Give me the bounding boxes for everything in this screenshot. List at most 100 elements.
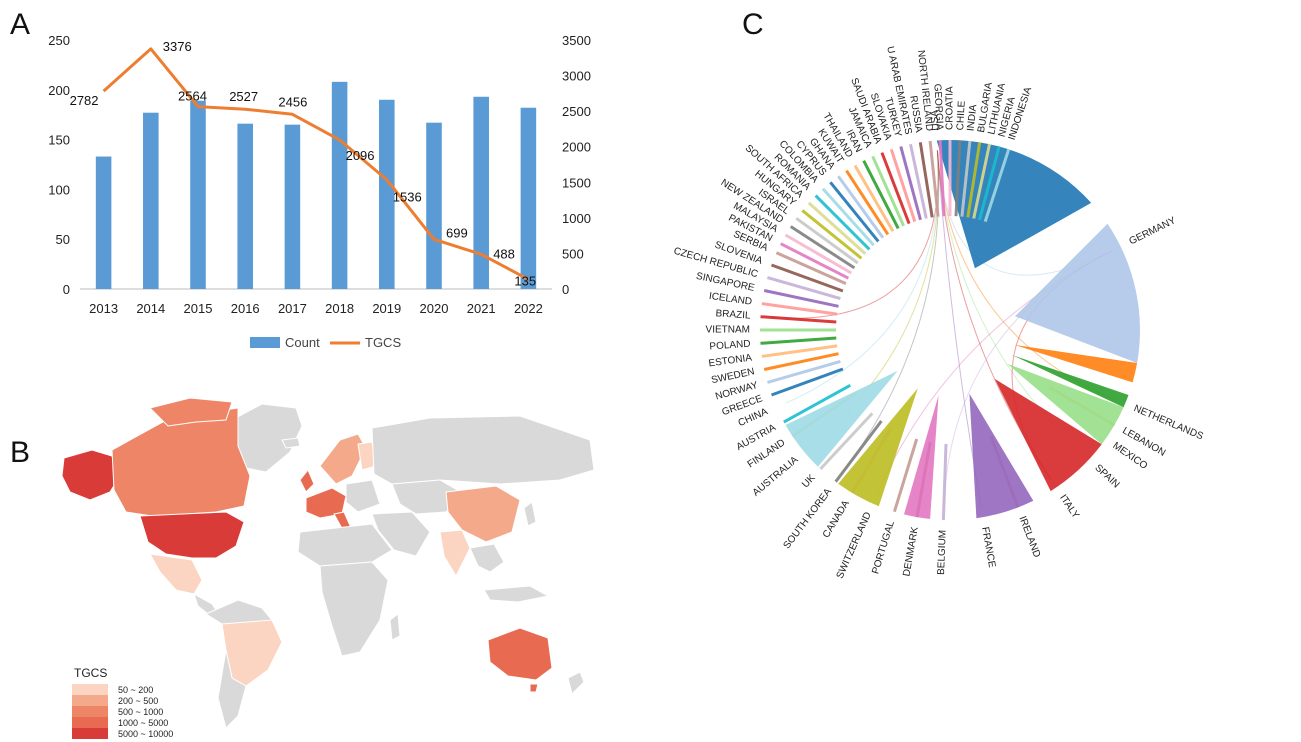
map-legend-title: TGCS bbox=[74, 666, 107, 680]
y-left-tick-label: 50 bbox=[56, 232, 70, 247]
chord-sector bbox=[763, 289, 839, 308]
chord-sector bbox=[784, 233, 853, 275]
country-africa-south bbox=[319, 561, 389, 657]
map-legend-swatch bbox=[72, 695, 108, 706]
y-left-tick-label: 150 bbox=[48, 133, 70, 148]
data-label: 488 bbox=[493, 246, 515, 261]
chord-sector bbox=[954, 140, 962, 217]
chord-diagram: USAGERMANYNETHERLANDSLEBANONMEXICOSPAINI… bbox=[672, 45, 1205, 580]
chord-link bbox=[770, 150, 939, 319]
chord-sector bbox=[795, 217, 859, 265]
data-label: 1536 bbox=[393, 190, 422, 205]
x-tick-label: 2013 bbox=[89, 301, 118, 316]
y-right-tick-label: 0 bbox=[562, 282, 569, 297]
bar bbox=[379, 99, 395, 289]
x-tick-label: 2022 bbox=[514, 301, 543, 316]
chord-sector bbox=[978, 146, 1001, 221]
chord-sector bbox=[761, 302, 838, 316]
data-label: 699 bbox=[446, 225, 468, 240]
chord-sector bbox=[1011, 354, 1129, 408]
bar bbox=[143, 112, 159, 289]
y-right-tick-label: 2000 bbox=[562, 140, 591, 155]
tgcs-line bbox=[102, 47, 530, 281]
x-tick-label: 2015 bbox=[184, 301, 213, 316]
chord-sector bbox=[761, 344, 838, 358]
map-legend-label: 200 ~ 500 bbox=[118, 696, 158, 706]
chord-sector bbox=[904, 395, 939, 519]
country-label: GERMANY bbox=[1127, 215, 1178, 247]
country-tasmania bbox=[529, 683, 539, 693]
chord-sector bbox=[899, 146, 922, 221]
country-label: INDIA bbox=[966, 104, 980, 132]
x-tick-label: 2014 bbox=[136, 301, 165, 316]
chord-sector bbox=[837, 175, 885, 239]
bar bbox=[331, 81, 348, 289]
y-left-tick-label: 200 bbox=[48, 83, 70, 98]
y-left-tick-label: 250 bbox=[48, 33, 70, 48]
data-label: 2527 bbox=[229, 89, 258, 104]
chord-sector bbox=[1014, 345, 1138, 383]
country-label: UK bbox=[800, 472, 818, 490]
data-label: 2456 bbox=[278, 94, 307, 109]
chord-sector bbox=[789, 225, 856, 270]
data-label: 135 bbox=[514, 273, 536, 288]
country-madagascar bbox=[389, 613, 401, 641]
x-tick-label: 2018 bbox=[325, 301, 354, 316]
legend-label-count: Count bbox=[285, 335, 320, 350]
chord-sector bbox=[829, 181, 880, 243]
chord-sector bbox=[766, 276, 841, 301]
country-label: CANADA bbox=[821, 498, 852, 540]
chord-sector bbox=[853, 164, 895, 233]
chord-sector bbox=[766, 359, 841, 384]
chord-sector bbox=[770, 367, 844, 397]
data-label: 2564 bbox=[178, 89, 207, 104]
map-legend-label: 500 ~ 1000 bbox=[118, 707, 163, 717]
chord-link bbox=[811, 150, 939, 447]
country-usa bbox=[139, 511, 245, 559]
y-left-tick-label: 100 bbox=[48, 182, 70, 197]
chord-sector bbox=[938, 140, 946, 217]
x-tick-label: 2021 bbox=[467, 301, 496, 316]
bar bbox=[284, 124, 301, 289]
country-mexico bbox=[149, 553, 203, 595]
country-label: DENMARK bbox=[901, 526, 921, 577]
map-legend-swatch bbox=[72, 706, 108, 717]
country-china bbox=[445, 485, 521, 543]
country-label: SPAIN bbox=[1092, 462, 1121, 490]
map-legend-label: 1000 ~ 5000 bbox=[118, 718, 168, 728]
country-label: VIETNAM bbox=[706, 325, 750, 336]
bar bbox=[520, 107, 537, 289]
chord-sector bbox=[892, 438, 919, 513]
bar bbox=[237, 123, 253, 289]
chord-link bbox=[841, 150, 940, 475]
bar bbox=[95, 156, 112, 289]
country-label: PORTUGAL bbox=[870, 519, 897, 575]
country-indonesia bbox=[483, 585, 550, 603]
chord-sector bbox=[1007, 363, 1124, 445]
chord-sector bbox=[838, 388, 918, 507]
chord-sector bbox=[918, 142, 934, 218]
data-label: 3376 bbox=[163, 39, 192, 54]
chord-sector bbox=[1015, 223, 1140, 363]
legend-label-tgcs: TGCS bbox=[365, 335, 401, 350]
chord-sector bbox=[801, 209, 863, 260]
country-label: BRAZIL bbox=[715, 308, 751, 321]
chord-sector bbox=[941, 443, 948, 520]
chord-sector bbox=[909, 143, 928, 219]
y-left-tick-label: 0 bbox=[63, 282, 70, 297]
map-legend-swatch bbox=[72, 717, 108, 728]
map-legend-label: 5000 ~ 10000 bbox=[118, 729, 173, 739]
map-legend-swatch bbox=[72, 684, 108, 695]
country-scandinavia bbox=[319, 433, 367, 485]
panel-label-b: B bbox=[10, 436, 31, 469]
data-label: 2782 bbox=[70, 93, 99, 108]
country-label: FRANCE bbox=[979, 526, 997, 569]
country-india bbox=[439, 529, 471, 578]
country-label: BELGIUM bbox=[936, 530, 949, 575]
x-tick-label: 2019 bbox=[372, 301, 401, 316]
y-right-tick-label: 500 bbox=[562, 246, 584, 261]
country-label: POLAND bbox=[709, 339, 751, 353]
chord-sector bbox=[760, 336, 837, 345]
chord-sector bbox=[783, 383, 852, 424]
chord-sector bbox=[775, 251, 847, 285]
